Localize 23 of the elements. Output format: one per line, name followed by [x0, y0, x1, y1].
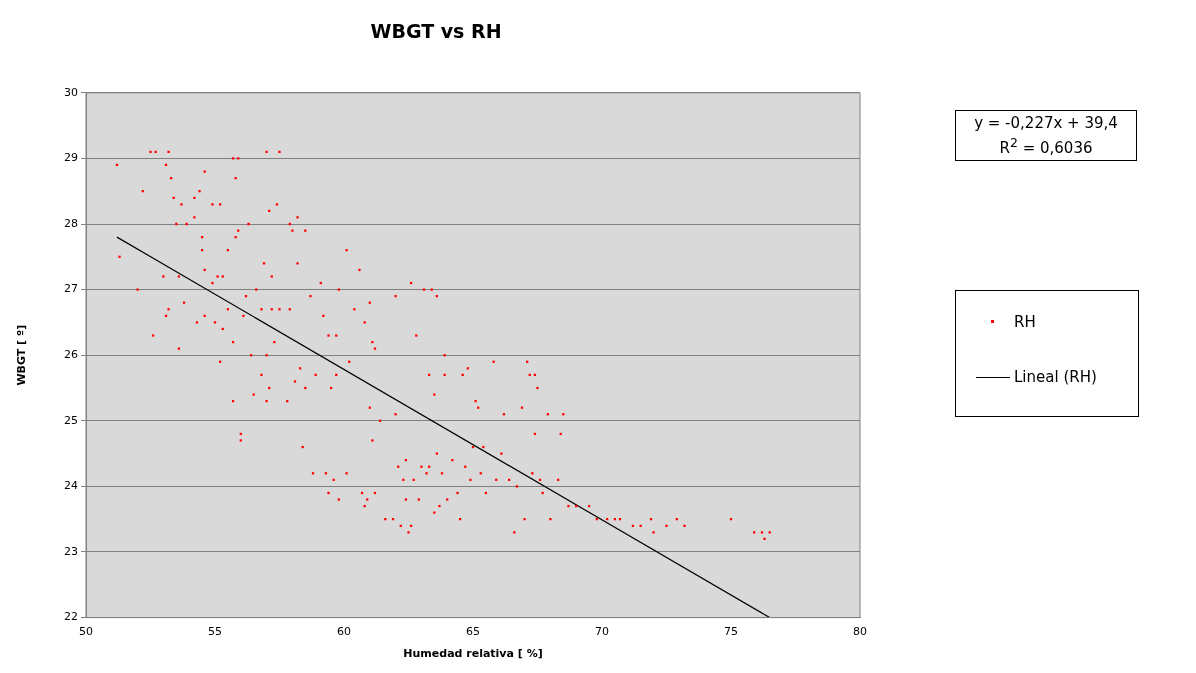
y-tick-label: 30: [64, 85, 78, 99]
y-tick-label: 26: [64, 348, 78, 362]
legend-label: RH: [1014, 313, 1036, 331]
text: R$^{2}$ = 0,6036: [998, 134, 1094, 158]
x-tick-label: 75: [724, 625, 738, 639]
x-tick-label: 80: [853, 625, 867, 639]
y-tick-label: 24: [64, 479, 78, 493]
x-tick-label: 60: [337, 625, 351, 639]
x-tick-label: 55: [208, 625, 222, 639]
legend-label: Lineal (RH): [1014, 368, 1097, 386]
x-tick-label: 70: [595, 625, 609, 639]
y-tick-label: 23: [64, 544, 78, 558]
y-tick-label: 25: [64, 413, 78, 427]
chart-title: WBGT vs RH: [370, 20, 502, 43]
x-tick-label: 65: [466, 625, 480, 639]
y-tick-label: 28: [64, 216, 78, 230]
text: y = -0,227x + 39,4: [973, 113, 1119, 133]
x-axis-title: Humedad relativa [ %]: [403, 647, 543, 661]
y-tick-label: 27: [64, 282, 78, 296]
y-axis-title: WBGT [ º]: [15, 324, 29, 386]
y-tick-label: 29: [64, 151, 78, 165]
x-tick-label: 50: [79, 625, 93, 639]
y-tick-label: 22: [64, 610, 78, 624]
